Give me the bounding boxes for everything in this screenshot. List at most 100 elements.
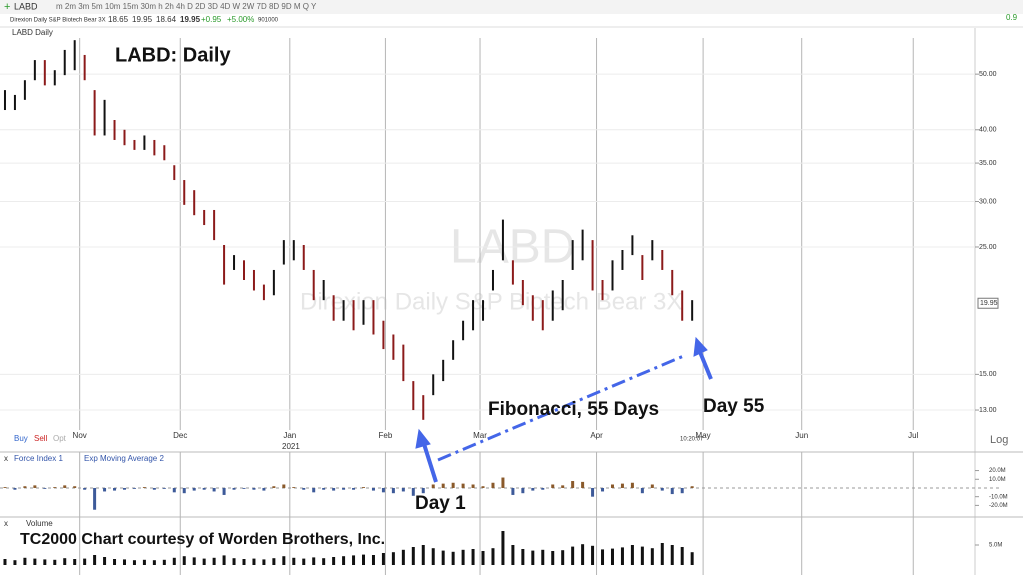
indicator-bar bbox=[132, 487, 136, 489]
indicator-bar bbox=[401, 487, 405, 492]
quote-high: 19.95 bbox=[132, 15, 153, 24]
arrow-shaft bbox=[422, 443, 438, 483]
y-tick-label: 20.0M bbox=[989, 468, 1006, 474]
indicator-bar bbox=[451, 551, 455, 565]
panel-close[interactable]: x bbox=[4, 454, 8, 463]
y-tick-label: -20.0M bbox=[989, 503, 1008, 509]
x-tick-label: Mar bbox=[473, 431, 487, 440]
indicator-bar bbox=[481, 486, 485, 488]
indicator-bar bbox=[53, 559, 57, 565]
indicator-bar bbox=[73, 559, 77, 565]
indicator-bar bbox=[511, 545, 515, 565]
x-tick-label: Nov bbox=[73, 431, 87, 440]
indicator-bar bbox=[162, 487, 166, 489]
indicator-bar bbox=[83, 558, 87, 565]
indicator-bar bbox=[640, 546, 644, 565]
indicator-bar bbox=[292, 487, 296, 488]
indicator-bar bbox=[142, 559, 146, 565]
indicator-bar bbox=[242, 487, 246, 489]
indicator-bar bbox=[371, 487, 375, 491]
x-tick-label: Jan bbox=[283, 431, 296, 440]
indicator-bar bbox=[541, 487, 545, 490]
panel-close[interactable]: x bbox=[4, 519, 8, 528]
indicator-bar bbox=[471, 549, 475, 565]
indicator-bar bbox=[610, 484, 614, 488]
indicator-bar bbox=[541, 549, 545, 565]
volume-title[interactable]: Volume bbox=[26, 519, 53, 528]
y-tick-label: 40.00 bbox=[979, 127, 997, 134]
indicator-bar bbox=[132, 560, 136, 565]
y-tick-label: 13.00 bbox=[979, 407, 997, 414]
indicator-bar bbox=[152, 487, 156, 490]
indicator-bar bbox=[561, 550, 565, 565]
indicator-bar bbox=[33, 558, 37, 565]
indicator-bar bbox=[451, 482, 455, 488]
indicator-bar bbox=[162, 559, 166, 565]
x-tick-label: Jul bbox=[908, 431, 918, 440]
indicator-bar bbox=[3, 559, 7, 565]
arrow-head bbox=[693, 336, 708, 357]
chart-title: LABD: Daily bbox=[115, 44, 231, 66]
indicator-bar bbox=[670, 545, 674, 565]
indicator-bar bbox=[401, 549, 405, 565]
indicator-bar bbox=[262, 559, 266, 565]
indicator-bar bbox=[591, 545, 595, 565]
indicator-bar bbox=[601, 487, 605, 492]
indicator-bar bbox=[670, 487, 674, 495]
y-tick-label: 30.00 bbox=[979, 198, 997, 205]
indicator-bar bbox=[521, 487, 525, 494]
indicator-bar bbox=[242, 559, 246, 565]
indicator-bar bbox=[342, 556, 346, 565]
indicator-bar bbox=[381, 553, 385, 565]
toolbar bbox=[0, 0, 1023, 14]
indicator-bar bbox=[491, 548, 495, 565]
indicator-bar bbox=[601, 549, 605, 565]
indicator-bar bbox=[461, 549, 465, 565]
indicator-bar bbox=[571, 481, 575, 488]
sell-button[interactable]: Sell bbox=[34, 434, 48, 443]
indicator-bar bbox=[650, 548, 654, 565]
indicator-bar bbox=[33, 485, 37, 488]
indicator-bar bbox=[620, 483, 624, 488]
buy-button[interactable]: Buy bbox=[14, 434, 28, 443]
indicator-bar bbox=[43, 487, 47, 489]
indicator-bar bbox=[531, 487, 535, 491]
opt-button[interactable]: Opt bbox=[53, 434, 67, 443]
force-title[interactable]: Force Index 1 bbox=[14, 454, 63, 463]
x-tick-label: Apr bbox=[590, 431, 603, 440]
y-tick-label: -10.0M bbox=[989, 494, 1008, 500]
indicator-bar bbox=[381, 487, 385, 493]
indicator-bar bbox=[431, 484, 435, 488]
indicator-bar bbox=[680, 487, 684, 494]
intervals[interactable]: m 2m 3m 5m 10m 15m 30m h 2h 4h D 2D 3D 4… bbox=[56, 2, 317, 11]
annotation: Day 55 bbox=[703, 396, 765, 417]
indicator-bar bbox=[182, 556, 186, 565]
indicator-bar bbox=[262, 487, 266, 491]
indicator-bar bbox=[551, 551, 555, 565]
add-button[interactable]: + bbox=[4, 1, 10, 13]
indicator-bar bbox=[630, 482, 634, 488]
indicator-bar bbox=[431, 548, 435, 565]
indicator-bar bbox=[63, 485, 67, 488]
indicator-bar bbox=[292, 557, 296, 565]
indicator-bar bbox=[43, 559, 47, 565]
chart-tab[interactable]: LABD Daily bbox=[12, 28, 53, 37]
indicator-bar bbox=[521, 549, 525, 565]
indicator-bar bbox=[391, 552, 395, 565]
log-toggle[interactable]: Log bbox=[990, 434, 1008, 446]
indicator-bar bbox=[332, 487, 336, 491]
indicator-bar bbox=[272, 486, 276, 488]
indicator-bar bbox=[411, 487, 415, 496]
quote-name: Direxion Daily S&P Biotech Bear 3X bbox=[10, 18, 106, 24]
right-value: 0.9 bbox=[1006, 13, 1018, 22]
indicator-bar bbox=[441, 483, 445, 488]
symbol[interactable]: LABD bbox=[14, 1, 38, 11]
indicator-bar bbox=[113, 487, 117, 491]
x-tick-label: Feb bbox=[379, 431, 393, 440]
force-subtitle[interactable]: Exp Moving Average 2 bbox=[84, 454, 164, 463]
clock: 10:20:07 bbox=[680, 437, 704, 443]
indicator-bar bbox=[172, 557, 176, 565]
indicator-bar bbox=[531, 550, 535, 565]
indicator-bar bbox=[620, 547, 624, 565]
